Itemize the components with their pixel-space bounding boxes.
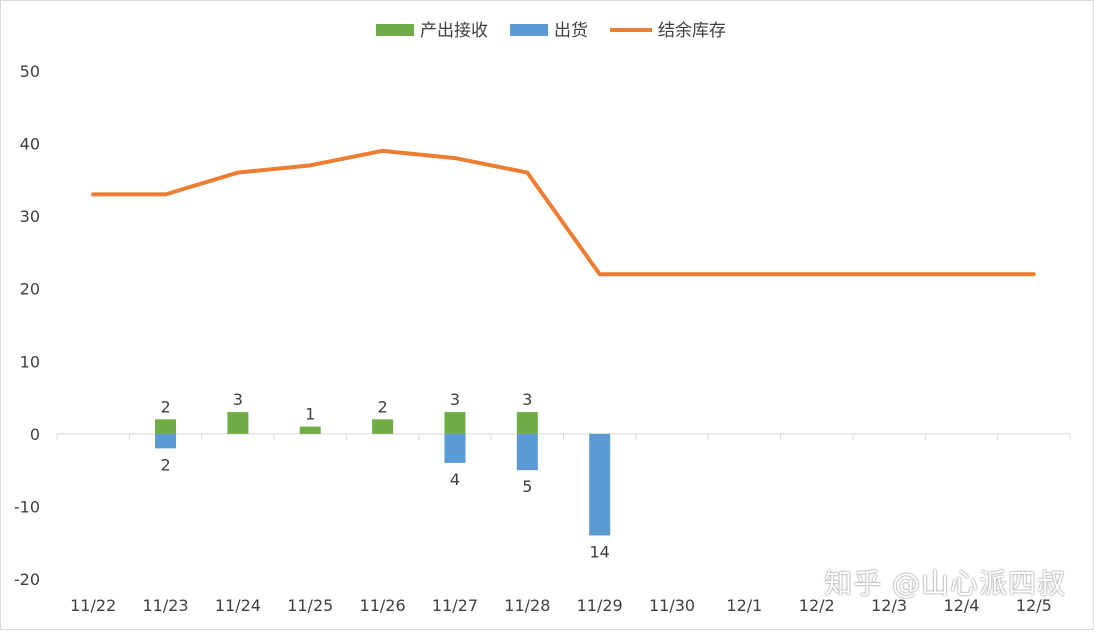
- bar: [155, 419, 177, 434]
- y-tick-label: 0: [30, 425, 40, 444]
- y-tick-label: 20: [20, 280, 40, 299]
- data-label: 1: [305, 405, 315, 424]
- legend-swatch: [510, 24, 548, 36]
- watermark-text: 知乎 @山心派四叔: [824, 567, 1066, 600]
- data-label: 2: [378, 397, 388, 416]
- data-label: 3: [450, 390, 460, 409]
- data-label: 3: [522, 390, 532, 409]
- bar: [516, 412, 538, 434]
- y-tick-label: -20: [14, 570, 40, 589]
- bar: [227, 412, 249, 434]
- data-label: 2: [160, 397, 170, 416]
- bar: [589, 433, 611, 536]
- y-tick-label: 10: [20, 352, 40, 371]
- bar: [444, 433, 466, 463]
- bar: [155, 433, 177, 449]
- legend-label: 产出接收: [420, 21, 488, 41]
- x-tick-label: 11/23: [142, 596, 188, 615]
- x-tick-label: 12/1: [726, 596, 762, 615]
- x-tick-label: 12/5: [1016, 596, 1052, 615]
- legend-label: 出货: [554, 21, 588, 41]
- bar: [444, 412, 466, 434]
- x-tick-label: 11/30: [649, 596, 695, 615]
- y-tick-label: 50: [20, 62, 40, 81]
- y-tick-label: 40: [20, 135, 40, 154]
- x-tick-label: 11/29: [577, 596, 623, 615]
- bar: [372, 419, 394, 434]
- x-tick-label: 12/4: [943, 596, 979, 615]
- data-label: 4: [450, 470, 460, 489]
- series-line: [91, 148, 1036, 277]
- x-tick-label: 12/2: [799, 596, 835, 615]
- x-tick-label: 11/24: [215, 596, 261, 615]
- bar: [516, 433, 538, 471]
- y-tick-label: 30: [20, 207, 40, 226]
- data-label: 14: [589, 542, 609, 561]
- legend-label: 结余库存: [658, 21, 726, 41]
- x-tick-label: 11/28: [504, 596, 550, 615]
- data-label: 3: [233, 390, 243, 409]
- x-tick-label: 11/26: [360, 596, 406, 615]
- y-tick-label: -10: [14, 497, 40, 516]
- x-tick-label: 11/25: [287, 596, 333, 615]
- x-tick-label: 11/27: [432, 596, 478, 615]
- x-tick-label: 12/3: [871, 596, 907, 615]
- data-label: 2: [160, 455, 170, 474]
- legend-swatch: [376, 24, 414, 36]
- x-tick-label: 11/22: [70, 596, 116, 615]
- data-label: 5: [522, 477, 532, 496]
- bar: [299, 426, 321, 434]
